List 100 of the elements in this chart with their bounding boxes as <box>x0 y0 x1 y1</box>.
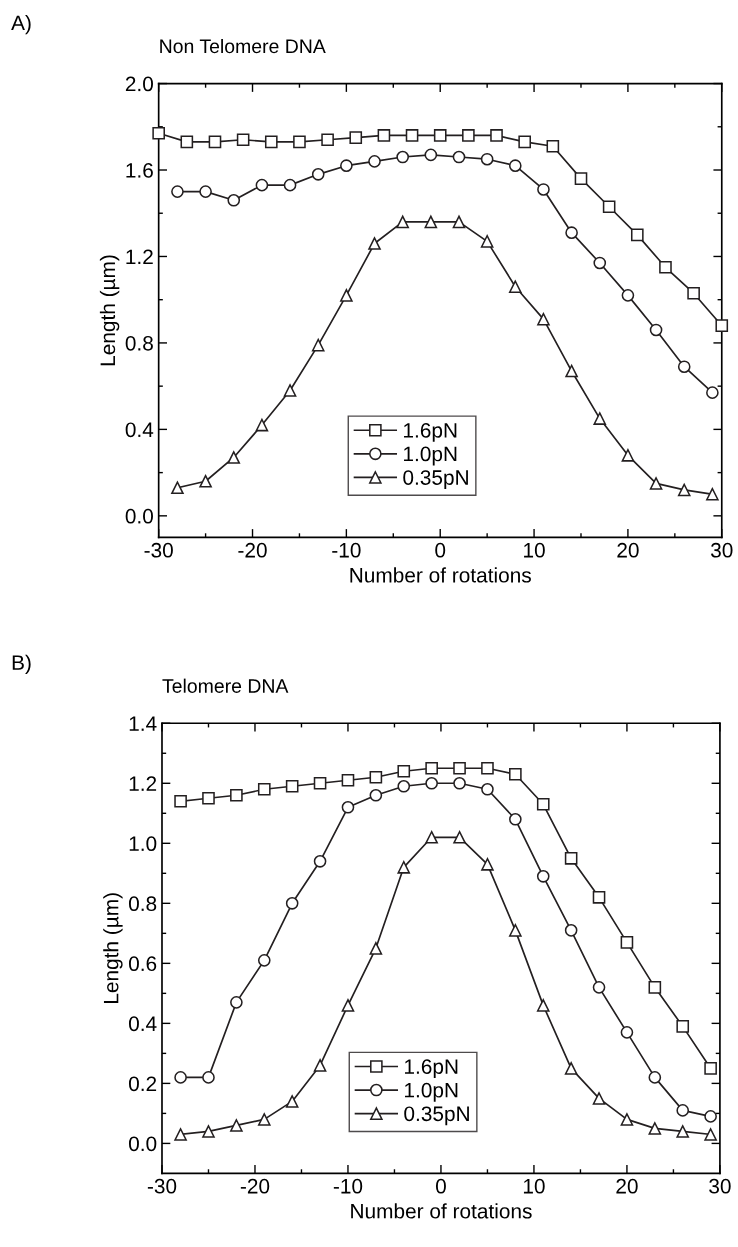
point <box>659 260 672 274</box>
point <box>676 1020 690 1033</box>
point <box>452 150 466 164</box>
x-tick-label: 10 <box>524 542 545 558</box>
point <box>509 767 522 781</box>
point <box>199 185 212 198</box>
point <box>565 226 578 240</box>
y-tick-label: 1.2 <box>129 776 157 791</box>
point <box>396 215 409 229</box>
point <box>462 129 475 142</box>
y-axis-title: Length (µm) <box>103 893 123 1003</box>
x-tick-label: 20 <box>616 1178 638 1194</box>
point <box>202 1071 215 1084</box>
point <box>621 449 635 462</box>
x-axis-title: Number of rotations <box>351 1203 532 1219</box>
y-tick-label: 1.4 <box>129 716 157 731</box>
point <box>405 129 419 142</box>
x-tick-label: 0 <box>435 1178 446 1194</box>
point <box>174 1071 187 1084</box>
x-tick-label: 20 <box>617 542 639 558</box>
point <box>208 135 222 149</box>
point <box>424 148 438 162</box>
point <box>509 924 522 937</box>
text: A) <box>11 14 31 35</box>
point <box>620 1113 634 1126</box>
point <box>313 1059 327 1072</box>
legend-label: 1.0pN <box>405 1082 458 1102</box>
point <box>536 999 550 1012</box>
point <box>397 779 411 793</box>
point <box>706 487 719 501</box>
point <box>368 237 381 250</box>
point <box>452 215 466 229</box>
point <box>574 172 588 185</box>
point <box>202 1125 215 1138</box>
point <box>508 159 522 173</box>
point <box>349 131 363 144</box>
point <box>704 1062 717 1075</box>
point <box>481 782 494 796</box>
point <box>537 183 550 196</box>
point <box>648 981 662 994</box>
point <box>340 159 353 173</box>
point <box>537 312 550 326</box>
point <box>593 412 607 425</box>
point <box>536 869 550 883</box>
point <box>199 474 212 488</box>
point <box>340 289 353 302</box>
point <box>677 483 691 497</box>
point <box>227 451 241 464</box>
chart-title: Telomere DNA <box>162 678 289 693</box>
point <box>648 1071 662 1084</box>
x-tick-label: -10 <box>333 1178 363 1194</box>
point <box>236 133 250 147</box>
point <box>311 168 325 181</box>
point <box>230 788 243 802</box>
y-tick-label: 0.4 <box>128 1016 157 1032</box>
point <box>257 954 271 967</box>
point <box>377 129 391 142</box>
x-tick-label: -10 <box>332 542 361 558</box>
point <box>311 338 325 352</box>
point <box>171 185 184 198</box>
x-tick-label: 30 <box>710 542 733 558</box>
point <box>508 280 522 294</box>
point <box>174 1128 187 1141</box>
point <box>369 942 383 955</box>
point <box>257 1113 271 1126</box>
legend-label: 0.35pN <box>404 1106 469 1126</box>
point <box>171 481 184 495</box>
point <box>425 776 438 790</box>
point <box>453 776 466 790</box>
point <box>285 897 299 910</box>
point <box>285 779 299 793</box>
point <box>368 155 381 168</box>
y-tick-label: 0.6 <box>128 956 157 972</box>
legend-label: 1.6pN <box>405 1059 458 1079</box>
legend-label: 1.0pN <box>404 446 457 466</box>
x-tick-label: 0 <box>435 542 446 558</box>
point <box>677 360 691 374</box>
chart-title: Non Telomere DNA <box>160 38 326 54</box>
point <box>620 1026 634 1039</box>
point <box>620 936 634 949</box>
y-tick-label: 1.2 <box>126 249 153 265</box>
point <box>293 135 306 149</box>
x-tick-label: -30 <box>147 1178 177 1194</box>
legend-label: 0.35pN <box>403 470 468 490</box>
point <box>433 129 447 142</box>
point <box>546 139 560 153</box>
y-tick-label: 0.4 <box>125 422 154 438</box>
point <box>509 812 522 826</box>
y-tick-label: 0.0 <box>128 1136 157 1152</box>
point <box>564 1062 578 1075</box>
point <box>706 386 719 399</box>
point <box>593 256 607 270</box>
point <box>602 200 616 214</box>
point <box>704 1128 717 1141</box>
point <box>687 286 700 300</box>
point <box>453 830 466 844</box>
point <box>396 150 409 164</box>
point <box>649 477 663 490</box>
point <box>676 1125 690 1138</box>
point <box>424 215 438 229</box>
